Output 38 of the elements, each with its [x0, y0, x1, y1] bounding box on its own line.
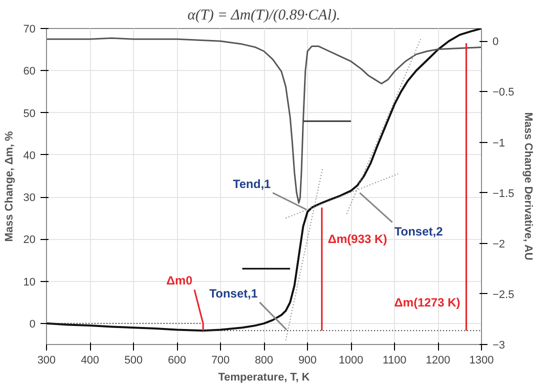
y2-tick-label: −1.5 [492, 188, 514, 200]
y2-tick-label: −2 [492, 238, 506, 250]
y-tick-label: 0 [29, 318, 36, 330]
y2-tick-label: −1 [492, 137, 506, 150]
line-series [46, 37, 482, 204]
annotation: Δm0 [166, 274, 193, 288]
x-tick-label: 600 [168, 354, 186, 366]
y-tick-label: 60 [23, 66, 36, 78]
x-axis-title: Temperature, T, K [218, 372, 310, 384]
x-tick-label: 1100 [382, 354, 406, 366]
y2-tick-label: 0 [492, 36, 499, 48]
annotation: Δm(1273 K) [394, 295, 460, 310]
x-tick-label: 400 [80, 354, 100, 366]
x-tick-label: 700 [211, 354, 230, 366]
y2-tick-label: −3 [492, 340, 506, 352]
y-tick-label: 50 [23, 108, 36, 120]
y2-tick-label: −2.5 [492, 288, 514, 301]
line-series [46, 28, 482, 332]
x-tick-label: 1000 [338, 354, 364, 366]
x-tick-label: 1300 [469, 354, 494, 366]
x-tick-label: 900 [298, 354, 317, 366]
text: α(T) = Δm(T)/(0.89·CAl). [187, 8, 340, 24]
y-tick-label: 40 [23, 150, 36, 162]
y-axis-title: Mass Change, Δm, % [3, 130, 16, 242]
y-tick-label: 30 [23, 192, 36, 204]
annotation: Tonset,1 [209, 286, 258, 300]
x-tick-label: 500 [124, 354, 143, 366]
annotation: Tend,1 [232, 176, 272, 191]
y2-axis-title: Mass Change Derivative, AU [522, 112, 534, 260]
y2-tick-label: −0.5 [492, 86, 514, 99]
x-tick-label: 1200 [426, 354, 450, 366]
x-tick-label: 300 [37, 354, 56, 366]
x-tick-label: 800 [254, 354, 274, 366]
y-tick-label: 70 [23, 24, 36, 36]
y-tick-label: 10 [23, 276, 36, 288]
annotation: Tonset,2 [394, 224, 444, 238]
annotation: Δm(933 K) [328, 232, 388, 246]
y-tick-label: 20 [23, 234, 36, 246]
